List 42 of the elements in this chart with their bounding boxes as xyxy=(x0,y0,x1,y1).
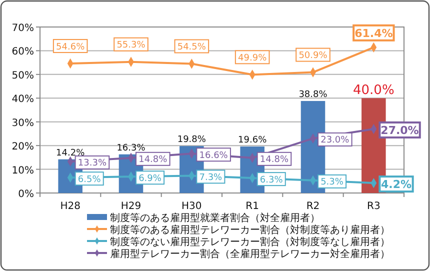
data-label: 19.8% xyxy=(177,135,206,146)
y-tick-label: 30% xyxy=(12,118,34,129)
data-label: 6.5% xyxy=(78,174,102,185)
data-label: 14.8% xyxy=(138,155,168,166)
data-label: 23.0% xyxy=(320,136,350,146)
data-label: 7.3% xyxy=(199,172,223,183)
data-label: 6.9% xyxy=(138,174,162,184)
y-tick-label: 70% xyxy=(12,23,34,34)
x-tick-label: H28 xyxy=(60,201,80,212)
data-label: 54.5% xyxy=(177,42,206,52)
data-label: 14.8% xyxy=(260,155,289,166)
data-label: 16.3% xyxy=(116,143,146,154)
y-tick-label: 0% xyxy=(18,189,34,200)
data-label: 16.6% xyxy=(199,150,228,161)
data-label: 14.2% xyxy=(56,148,86,158)
x-tick-label: H29 xyxy=(120,201,142,212)
x-tick-label: R1 xyxy=(246,201,259,212)
legend-label: 制度等のある雇用型就業者割合（対全雇用者） xyxy=(110,212,320,224)
data-label: 54.6% xyxy=(56,42,86,52)
x-tick-label: H30 xyxy=(182,201,202,212)
x-tick-label: R2 xyxy=(306,201,320,212)
y-tick-label: 40% xyxy=(12,94,34,106)
data-label: 61.4% xyxy=(354,26,393,40)
data-label: 19.6% xyxy=(238,136,268,146)
data-label: 50.9% xyxy=(298,51,328,62)
legend-label: 制度等のない雇用型テレワーカー割合（対制度等なし雇用者） xyxy=(110,236,390,248)
y-tick-label: 20% xyxy=(12,142,34,153)
y-tick-label: 60% xyxy=(12,46,34,58)
data-label: 6.3% xyxy=(260,175,284,186)
data-label: 40.0% xyxy=(353,83,394,98)
y-tick-label: 10% xyxy=(12,165,34,176)
data-label: 4.2% xyxy=(380,178,412,191)
data-label: 5.3% xyxy=(320,178,344,188)
x-tick-label: R3 xyxy=(367,201,380,212)
data-label: 49.9% xyxy=(238,53,268,64)
data-label: 55.3% xyxy=(116,40,146,51)
data-label: 38.8% xyxy=(298,90,328,100)
legend-label: 制度等のある雇用型テレワーカー割合（対制度等あり雇用者） xyxy=(110,224,390,236)
data-label: 27.0% xyxy=(380,124,419,137)
data-label: 13.3% xyxy=(78,158,107,169)
y-tick-label: 50% xyxy=(12,70,34,82)
legend-label: 雇用型テレワーカー割合（全雇用型テレワーカー対全雇用者） xyxy=(110,248,390,260)
